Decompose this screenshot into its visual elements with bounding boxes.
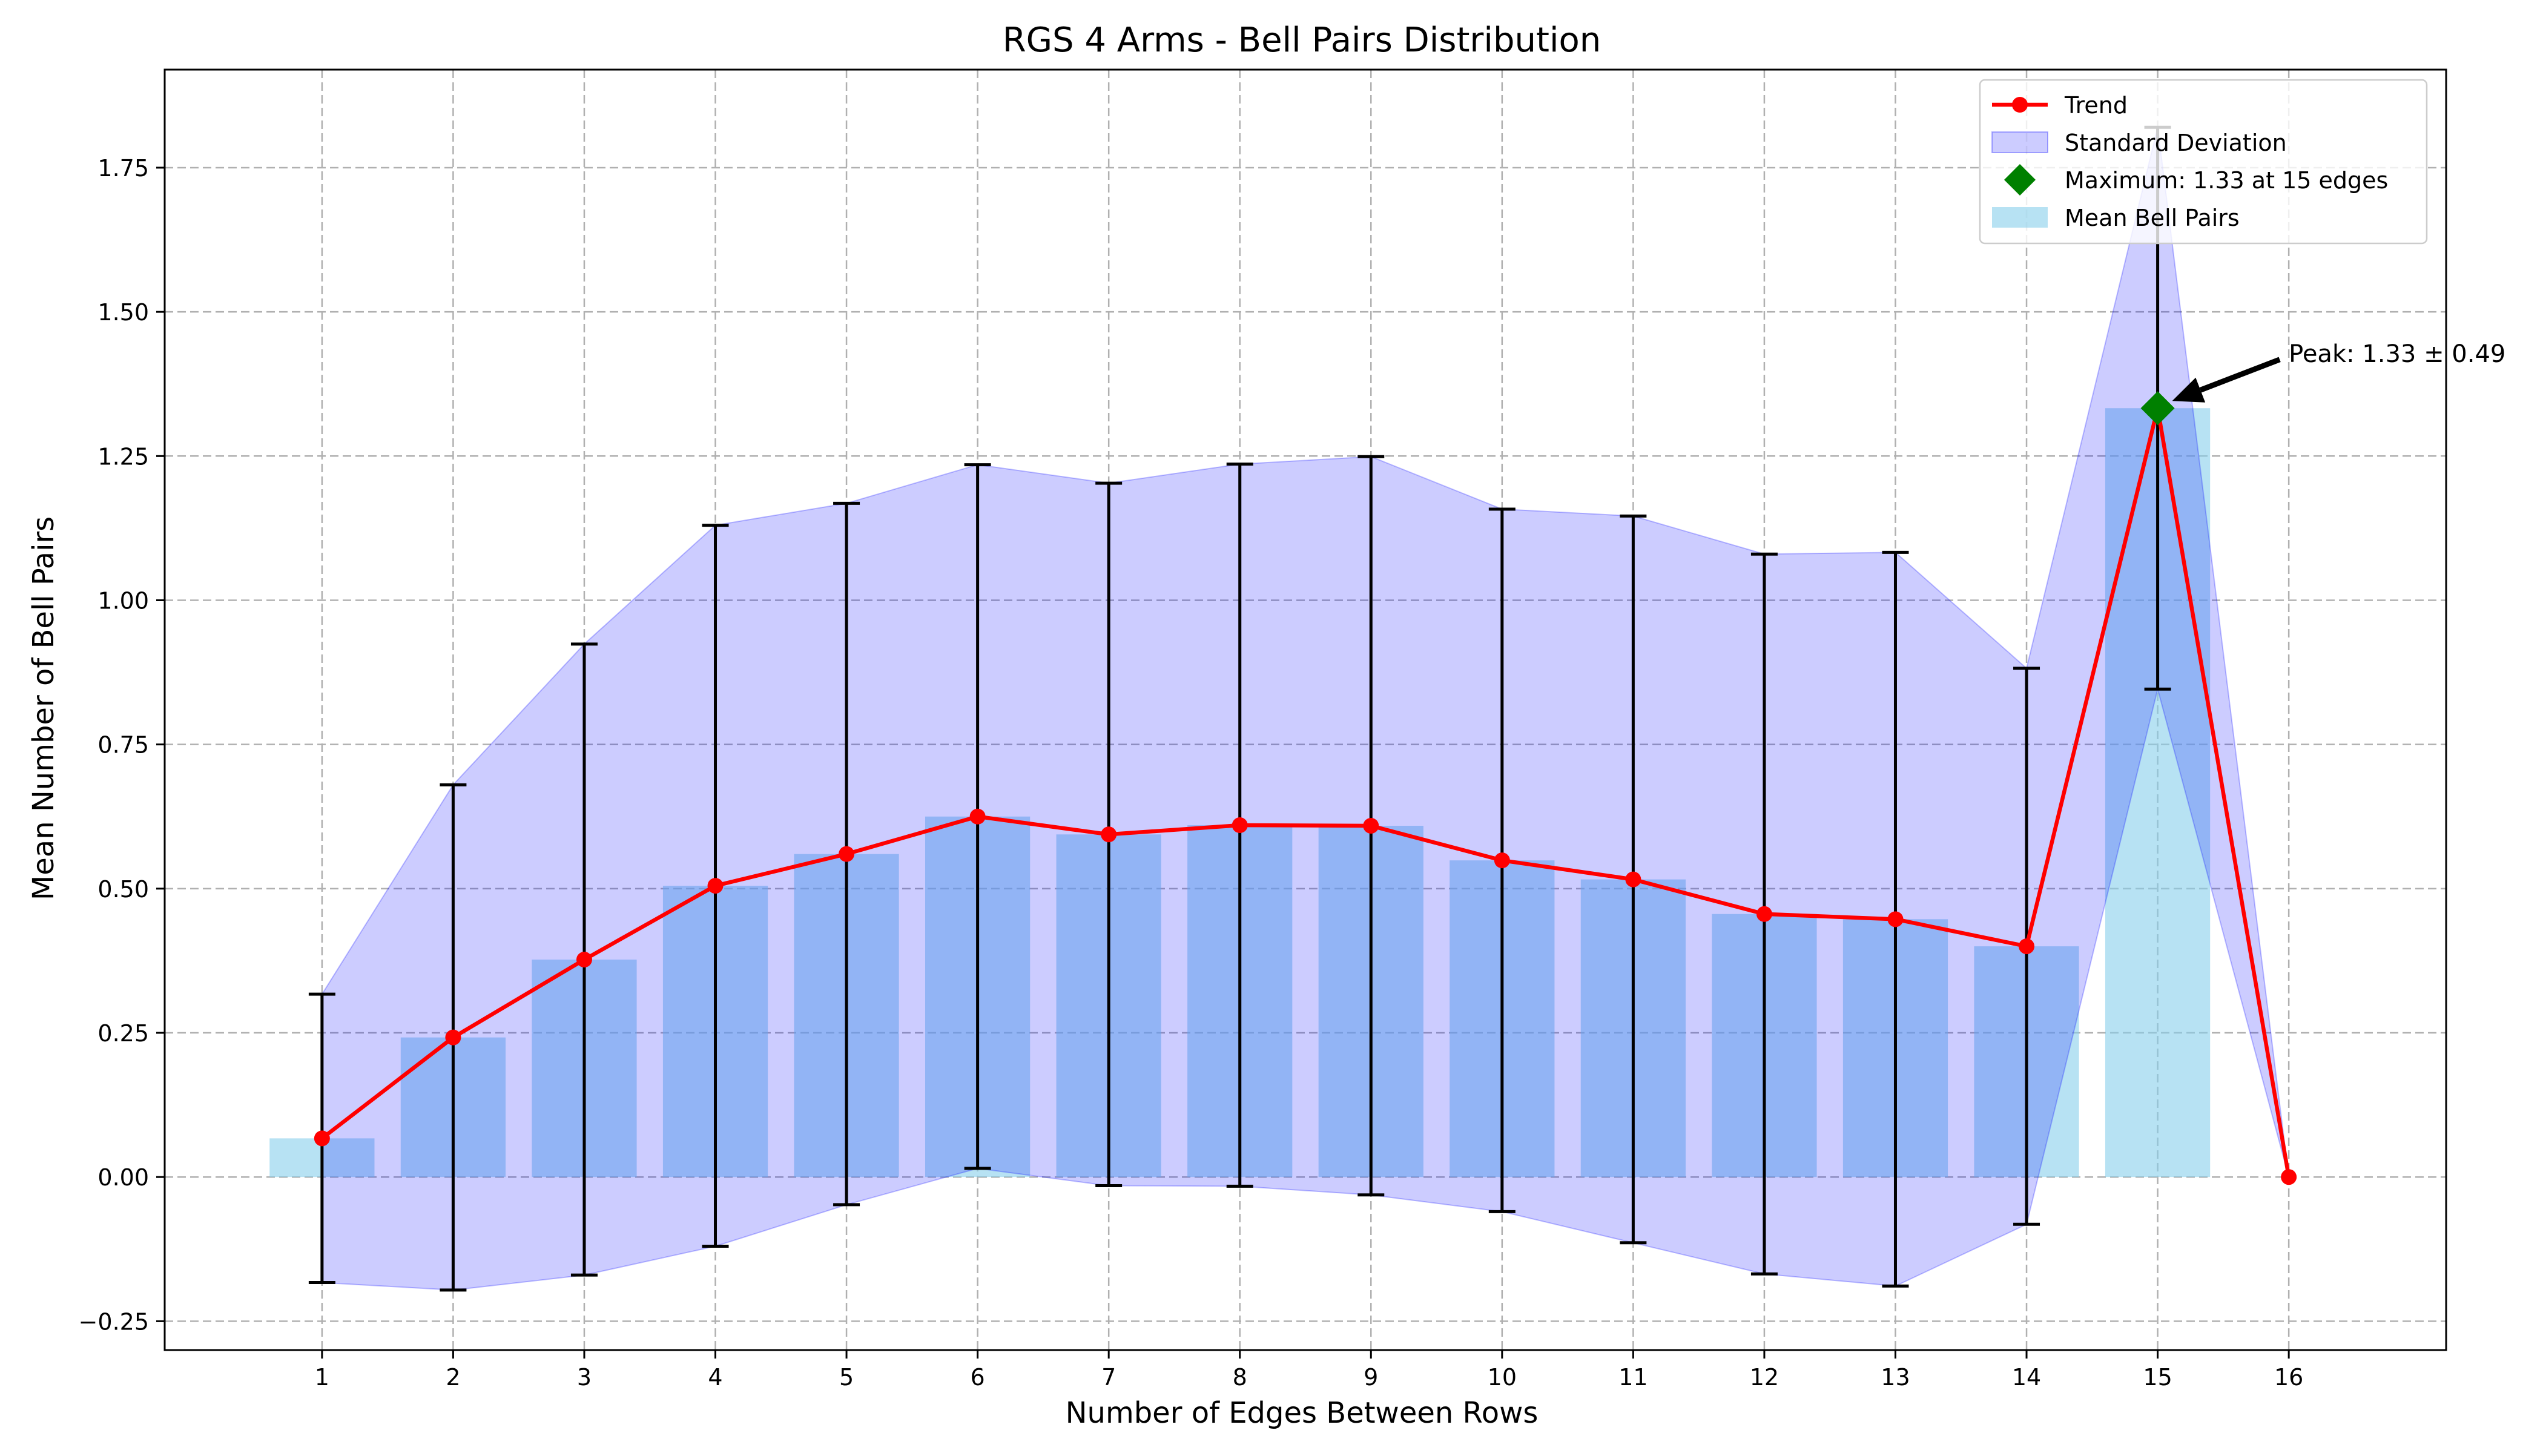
trend-point-6 <box>969 808 986 825</box>
x-axis-label: Number of Edges Between Rows <box>1066 1396 1539 1430</box>
x-tick-label: 8 <box>1233 1364 1247 1391</box>
x-tick-label: 7 <box>1101 1364 1116 1391</box>
legend-label: Trend <box>2064 92 2128 119</box>
axes: 1 2 3 4 5 6 7 8 9 10 11 12 13 14 15 16−0.250.000.250.50… <box>79 68 2447 1391</box>
y-tick-label: −0.25 <box>79 1308 149 1335</box>
legend-swatch-bar <box>1992 207 2048 228</box>
x-tick-label: 2 <box>446 1364 460 1391</box>
y-tick-label: 0.25 <box>97 1020 149 1047</box>
trend-point-13 <box>1887 911 1904 927</box>
trend-point-4 <box>707 878 724 894</box>
trend-point-7 <box>1101 826 1117 843</box>
trend-point-10 <box>1494 852 1510 869</box>
trend-point-11 <box>1625 871 1641 888</box>
y-axis-label: Mean Number of Bell Pairs <box>27 516 61 900</box>
trend-line-path <box>320 406 2291 1178</box>
trend-point-1 <box>314 1130 330 1147</box>
std-band-area <box>321 127 2290 1291</box>
x-tick-label: 9 <box>1364 1364 1378 1391</box>
legend-box <box>1979 79 2428 245</box>
trend-point-14 <box>2019 938 2035 955</box>
maximum-marker <box>2140 391 2175 426</box>
x-tick-label: 4 <box>708 1364 722 1391</box>
peak-annotation: Peak: 1.33 ± 0.49 <box>2172 340 2505 403</box>
legend-swatch-maximum <box>2004 164 2036 196</box>
annotation-arrow-head <box>2172 377 2206 403</box>
x-tick-label: 16 <box>2274 1364 2303 1391</box>
std-band <box>321 127 2290 1291</box>
x-tick-label: 11 <box>1618 1364 1648 1391</box>
legend-label: Standard Deviation <box>2065 130 2287 156</box>
y-tick-label: 0.75 <box>97 732 149 759</box>
x-tick-label: 14 <box>2012 1364 2041 1391</box>
x-tick-label: 5 <box>839 1364 854 1391</box>
x-tick-label: 10 <box>1488 1364 1517 1391</box>
y-tick-label: 1.00 <box>97 587 149 614</box>
x-tick-label: 3 <box>577 1364 592 1391</box>
x-tick-label: 12 <box>1750 1364 1779 1391</box>
legend: Trend Standard Deviation Maximum: 1.33 at … <box>1979 79 2428 245</box>
legend-swatch-trend-marker <box>2012 97 2028 113</box>
legend-label: Mean Bell Pairs <box>2065 205 2240 231</box>
trend-point-2 <box>445 1029 461 1046</box>
x-tick-label: 13 <box>1881 1364 1910 1391</box>
annotation-text: Peak: 1.33 ± 0.49 <box>2289 340 2505 368</box>
y-tick-label: 1.50 <box>97 299 149 326</box>
x-tick-label: 15 <box>2143 1364 2172 1391</box>
trend-point-9 <box>1363 817 1379 834</box>
y-tick-label: 1.75 <box>97 155 149 182</box>
maximum-marker-group <box>2140 391 2175 426</box>
trend-point-8 <box>1232 817 1248 834</box>
trend-point-16 <box>2281 1169 2297 1185</box>
x-tick-label: 1 <box>315 1364 329 1391</box>
trend-point-5 <box>839 846 855 862</box>
annotation-arrow-shaft <box>2199 357 2281 393</box>
legend-label: Maximum: 1.33 at 15 edges <box>2065 167 2388 194</box>
y-tick-label: 0.50 <box>97 876 149 903</box>
plot-frame <box>163 68 2447 1351</box>
chart-title: RGS 4 Arms - Bell Pairs Distribution <box>1003 21 1601 60</box>
y-tick-label: 1.25 <box>97 443 149 470</box>
trend-point-3 <box>576 952 592 968</box>
y-tick-label: 0.00 <box>97 1164 149 1191</box>
legend-swatch-std <box>1991 131 2048 153</box>
trend-point-12 <box>1756 906 1772 922</box>
x-tick-label: 6 <box>971 1364 985 1391</box>
